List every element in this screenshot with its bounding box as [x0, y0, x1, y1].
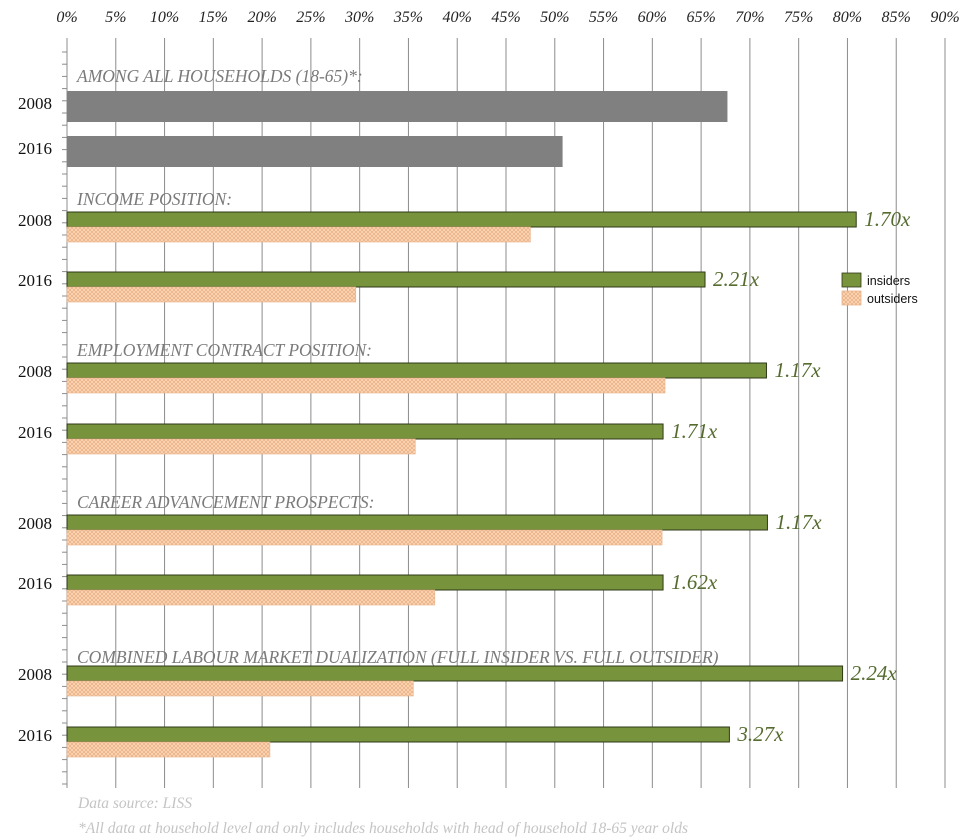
bar-outsiders — [66, 529, 663, 546]
year-label: 2016 — [18, 139, 52, 158]
bar-insiders — [66, 665, 844, 682]
x-tick-label: 85% — [882, 9, 911, 26]
x-axis-ticks: 0% 5% 10% 15% 20% 25% 30% 35% 40% 45% 50% 55% 60% 65%… — [56, 9, 959, 26]
section-label: CAREER ADVANCEMENT PROSPECTS: — [77, 492, 374, 512]
x-tick-label: 0% — [56, 9, 77, 26]
bar-insiders — [66, 271, 706, 288]
x-tick-label: 45% — [491, 9, 520, 26]
x-tick-label: 75% — [784, 9, 813, 26]
bar-outsiders — [66, 438, 416, 455]
x-tick-label: 70% — [735, 9, 764, 26]
year-label: 2008 — [18, 665, 52, 684]
bars — [66, 91, 857, 758]
x-tick-label: 55% — [589, 9, 618, 26]
ratio-label: 1.17x — [775, 510, 822, 534]
bar-insiders — [66, 211, 857, 228]
x-tick-label: 40% — [443, 9, 472, 26]
x-tick-label: 80% — [833, 9, 862, 26]
section-label: COMBINED LABOUR MARKET DUALIZATION (FULL… — [77, 647, 719, 667]
year-label: 2016 — [18, 726, 52, 745]
year-label: 2016 — [18, 574, 52, 593]
legend-label-outsiders: outsiders — [867, 292, 918, 306]
year-label: 2016 — [18, 271, 52, 290]
bar-outsiders — [66, 377, 666, 394]
bar-insiders — [66, 574, 664, 591]
bar-insiders — [66, 514, 768, 531]
ratio-label: 1.71x — [671, 419, 718, 443]
x-tick-label: 5% — [105, 9, 126, 26]
ratio-label: 1.70x — [864, 207, 911, 231]
data-source-note: Data source: LISS — [77, 795, 192, 812]
x-tick-label: 35% — [393, 9, 423, 26]
ratio-label: 1.62x — [671, 570, 718, 594]
x-tick-label: 60% — [638, 9, 667, 26]
ratio-label: 2.24x — [851, 661, 898, 685]
ratio-label: 2.21x — [713, 267, 760, 291]
bar-total — [67, 91, 728, 122]
ratio-label: 1.17x — [774, 358, 821, 382]
year-label: 2008 — [18, 514, 52, 533]
bar-outsiders — [66, 680, 414, 697]
year-label: 2008 — [18, 94, 52, 113]
bar-outsiders — [66, 589, 436, 606]
ratio-labels: 1.70x 2.21x 1.17x 1.71x 1.17x 1.62x 2.24x 3.27x — [671, 207, 911, 746]
bar-outsiders — [66, 226, 531, 243]
x-tick-label: 25% — [296, 9, 325, 26]
section-labels: AMONG ALL HOUSEHOLDS (18-65)*: INCOME POS… — [76, 66, 719, 667]
year-label: 2008 — [18, 211, 52, 230]
y-axis — [62, 38, 68, 788]
x-tick-label: 10% — [150, 9, 179, 26]
bar-insiders — [66, 423, 664, 440]
x-tick-label: 65% — [686, 9, 715, 26]
section-label: AMONG ALL HOUSEHOLDS (18-65)*: — [76, 66, 363, 86]
x-tick-label: 30% — [344, 9, 374, 26]
x-tick-label: 20% — [247, 9, 276, 26]
notes: Data source: LISS *All data at household… — [77, 795, 688, 837]
year-label: 2016 — [18, 423, 52, 442]
bar-total — [67, 136, 563, 167]
ratio-label: 3.27x — [736, 722, 784, 746]
bar-outsiders — [66, 741, 271, 758]
footnote: *All data at household level and only in… — [78, 820, 688, 837]
section-label: INCOME POSITION: — [76, 189, 232, 209]
legend-label-insiders: insiders — [867, 274, 910, 288]
bar-insiders — [66, 726, 730, 743]
bar-insiders — [66, 362, 767, 379]
x-tick-label: 15% — [199, 9, 228, 26]
legend: insiders outsiders — [841, 272, 918, 306]
x-tick-label: 90% — [930, 9, 959, 26]
legend-swatch-insiders — [841, 272, 862, 288]
year-labels: 2008 2016 2008 2016 2008 2016 2008 2016 2008 2016 — [18, 94, 52, 745]
bar-outsiders — [66, 286, 357, 303]
x-tick-label: 50% — [540, 9, 569, 26]
year-label: 2008 — [18, 362, 52, 381]
legend-swatch-outsiders — [841, 290, 862, 306]
section-label: EMPLOYMENT CONTRACT POSITION: — [76, 340, 372, 360]
